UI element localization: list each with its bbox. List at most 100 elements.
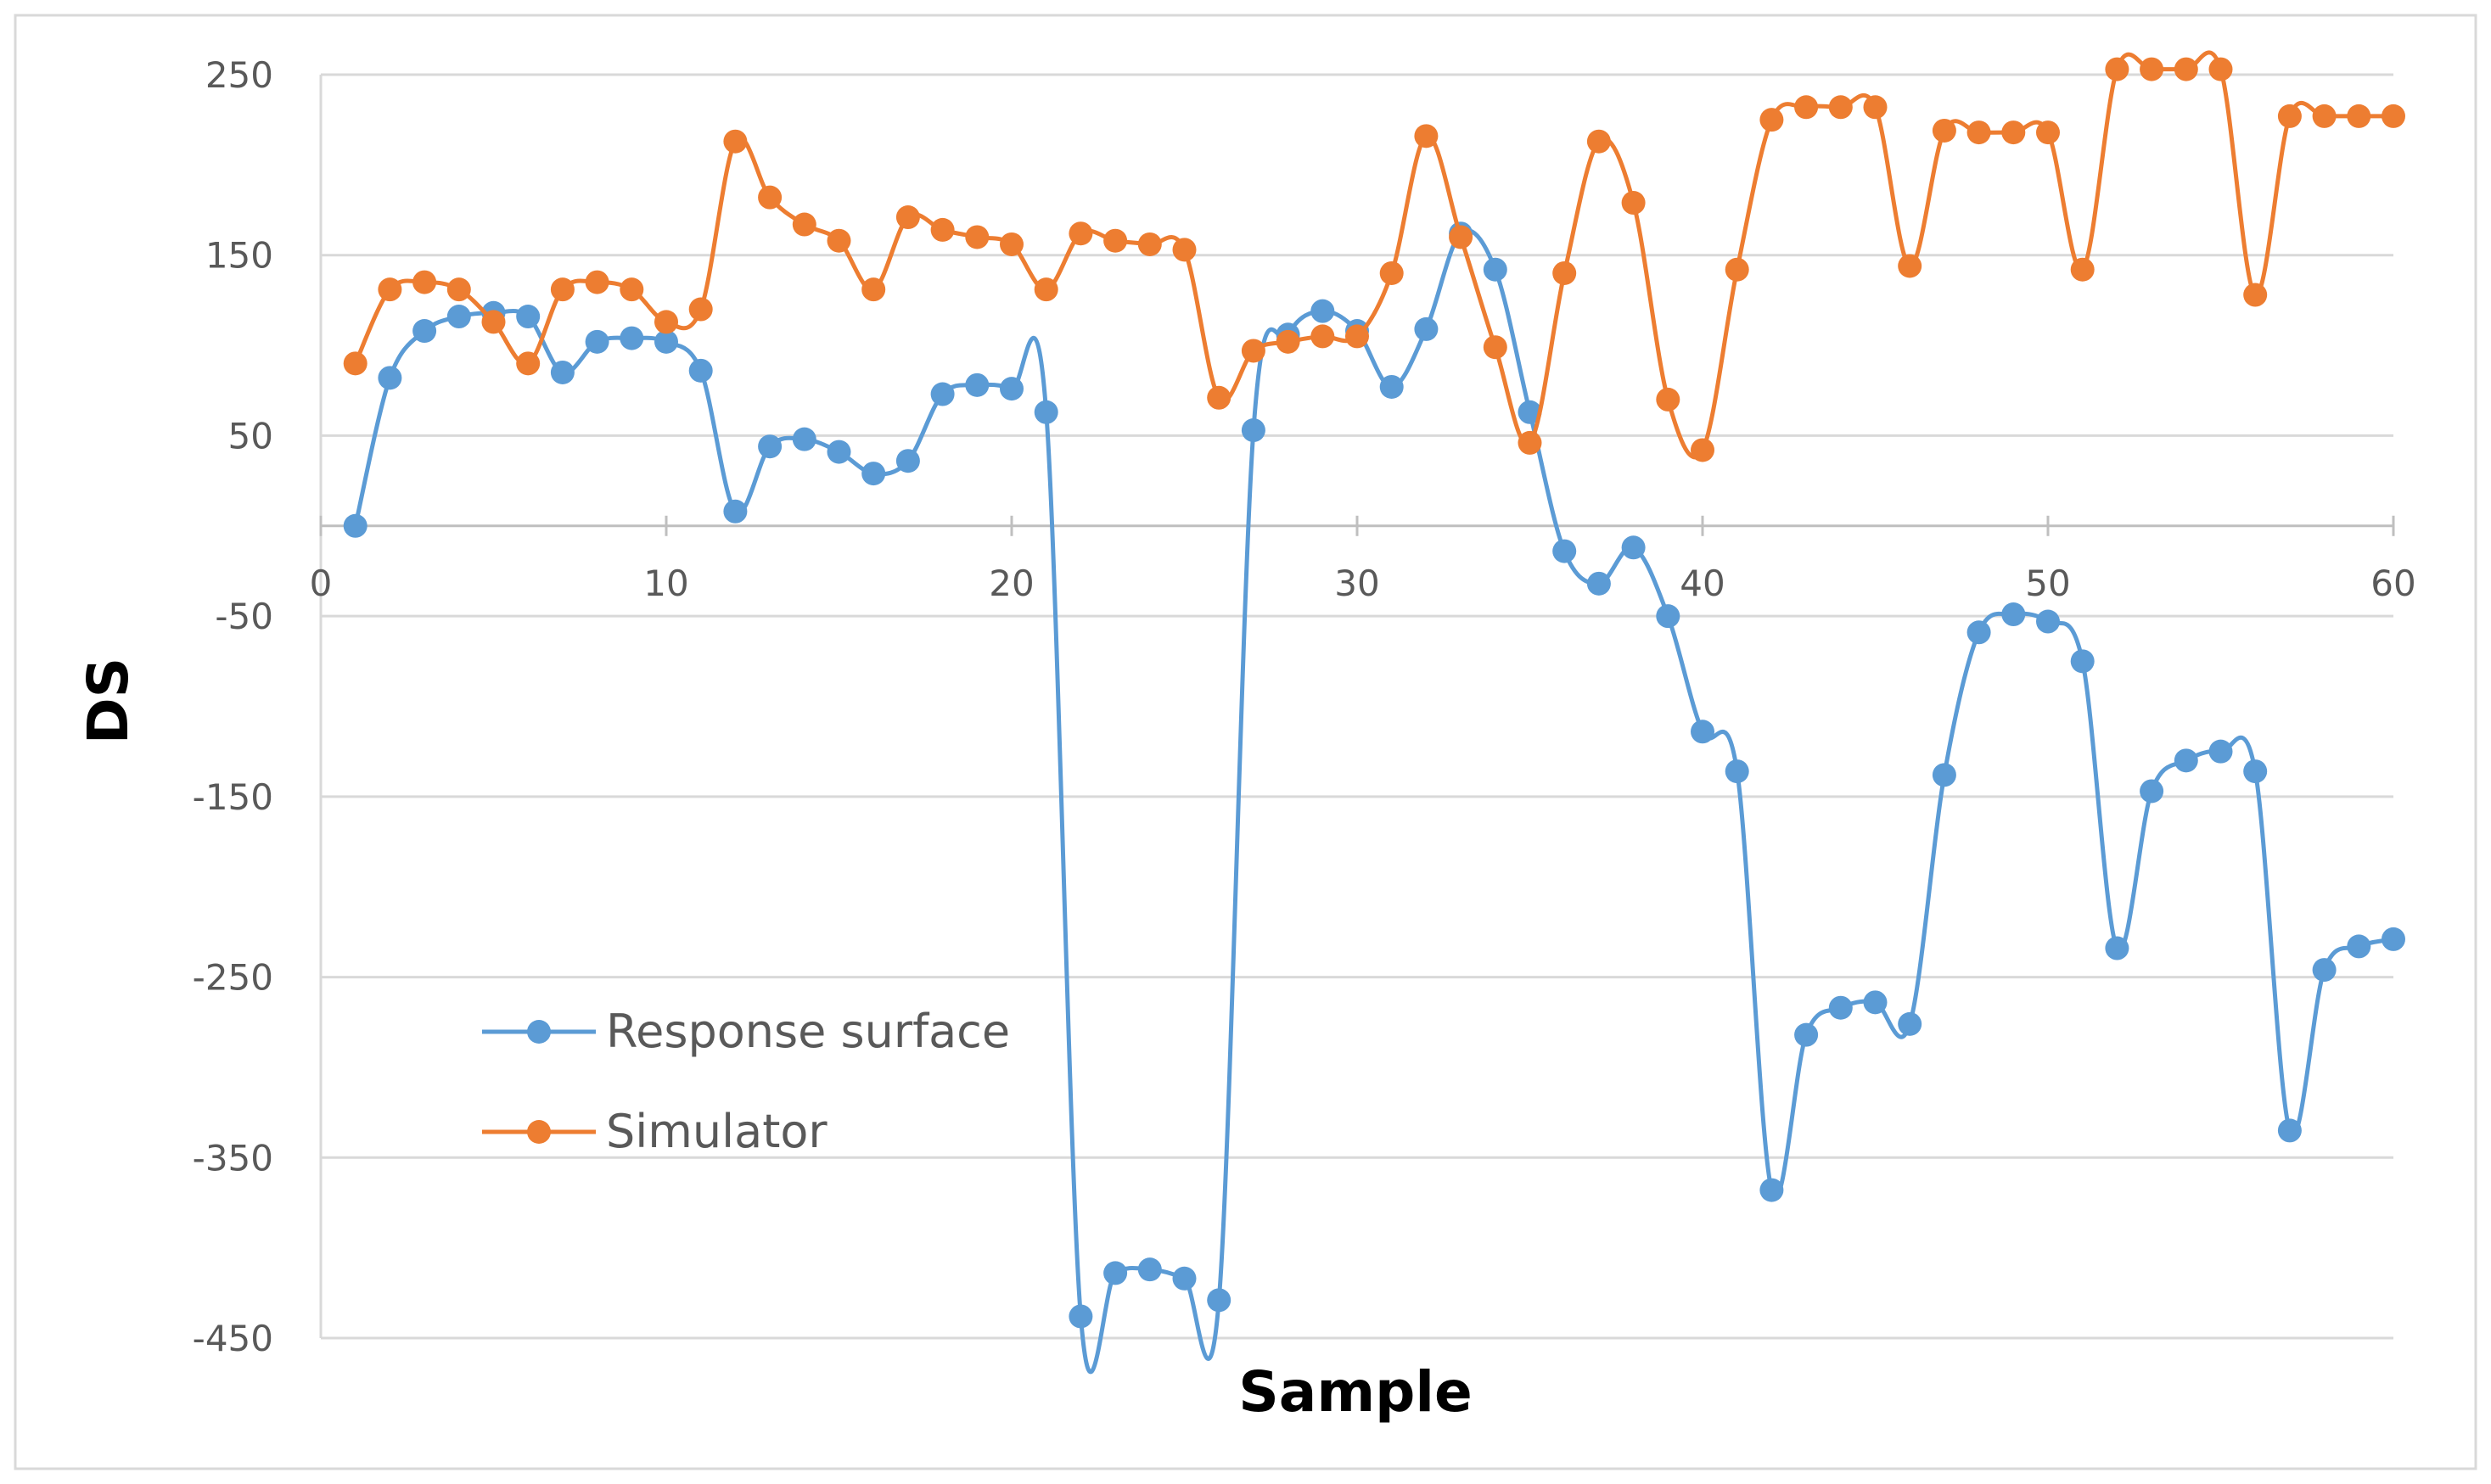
data-point [585, 329, 609, 354]
data-point [1345, 324, 1369, 349]
data-point [1241, 339, 1265, 363]
data-point [2105, 936, 2129, 960]
y-tick-label: 50 [228, 415, 273, 456]
data-point [827, 228, 851, 253]
data-point [723, 129, 748, 154]
data-point [481, 310, 506, 334]
data-point [2382, 927, 2405, 951]
y-tick-label: 150 [205, 235, 273, 277]
legend: Response surface Simulator [482, 1005, 1010, 1158]
data-point [2105, 57, 2129, 81]
data-point [1932, 118, 1956, 143]
data-point [1863, 990, 1888, 1015]
x-axis-title: Sample [1238, 1359, 1472, 1425]
y-tick-label: -350 [193, 1137, 273, 1179]
data-point [2001, 602, 2026, 627]
data-point [1552, 260, 1577, 285]
data-point [2174, 57, 2198, 81]
data-point [2001, 120, 2026, 145]
data-point [930, 217, 955, 242]
data-point [1966, 120, 1991, 145]
legend-label: Simulator [606, 1105, 828, 1158]
data-point [2036, 120, 2060, 145]
data-point [1137, 1257, 1162, 1282]
x-tick-labels: 0 10 20 30 40 50 60 [310, 563, 2416, 604]
data-point [1310, 324, 1335, 349]
data-point [516, 351, 541, 376]
data-point [1656, 387, 1680, 412]
axes [319, 75, 2395, 1338]
data-point [446, 305, 471, 329]
data-point [1725, 759, 1749, 784]
data-point [2140, 779, 2164, 804]
y-tick-label: -250 [193, 957, 273, 999]
data-point [758, 185, 783, 210]
data-point [1898, 254, 1922, 278]
chart-border [14, 14, 2477, 1470]
data-point [1621, 535, 1646, 560]
data-point [1794, 95, 1819, 120]
data-point [446, 277, 471, 302]
data-point [1379, 374, 1404, 399]
data-point [1828, 95, 1853, 120]
data-point [1691, 720, 1714, 744]
data-point [550, 277, 575, 302]
data-point [1621, 191, 1646, 216]
legend-swatch-marker [527, 1120, 551, 1144]
data-point [343, 513, 367, 538]
data-point [585, 270, 609, 294]
data-point [2070, 649, 2095, 674]
data-point [1000, 232, 1024, 256]
data-point [1586, 571, 1611, 596]
data-point [1172, 1266, 1197, 1291]
data-point [861, 462, 886, 486]
data-point [2174, 748, 2198, 773]
data-point [1759, 108, 1784, 132]
data-point [1518, 400, 1542, 424]
data-point [1241, 418, 1265, 443]
data-point [1103, 1261, 1128, 1285]
data-point [2243, 759, 2268, 784]
data-point [1137, 232, 1162, 256]
data-point [965, 372, 990, 397]
data-point [2347, 934, 2371, 959]
data-point [1828, 995, 1853, 1020]
data-point [654, 329, 678, 354]
data-point [2036, 609, 2060, 634]
data-point [550, 360, 575, 384]
data-point [1898, 1011, 1922, 1036]
data-point [1966, 620, 1991, 645]
data-point [2382, 104, 2405, 128]
series-simulator [343, 50, 2405, 462]
data-point [1000, 377, 1024, 401]
data-point [378, 277, 402, 302]
data-point [378, 366, 402, 390]
data-point [2312, 958, 2337, 983]
data-point [758, 434, 783, 459]
data-point [654, 310, 678, 334]
y-tick-label: -150 [193, 776, 273, 818]
data-point [620, 326, 644, 350]
y-tick-labels: 250 150 50 -50 -150 -250 -350 -450 [193, 54, 273, 1359]
y-tick-label: -50 [215, 596, 273, 637]
x-tick-label: 60 [2370, 563, 2415, 604]
x-tick-label: 0 [310, 563, 333, 604]
data-point [2277, 1118, 2302, 1143]
data-point [1310, 299, 1335, 323]
data-point [1172, 238, 1197, 262]
data-point [1725, 257, 1749, 282]
legend-swatch-marker [527, 1020, 551, 1044]
data-point [688, 297, 713, 322]
y-tick-label: 250 [205, 54, 273, 96]
x-tick-label: 30 [1334, 563, 1379, 604]
data-point [2070, 257, 2095, 282]
data-point [930, 382, 955, 406]
data-point [1483, 257, 1507, 282]
data-point [2312, 104, 2337, 128]
data-point [1069, 1304, 1093, 1329]
data-point [412, 270, 437, 294]
data-point [1656, 604, 1680, 629]
data-point [895, 205, 920, 230]
data-point [895, 449, 920, 473]
data-point [2140, 57, 2164, 81]
